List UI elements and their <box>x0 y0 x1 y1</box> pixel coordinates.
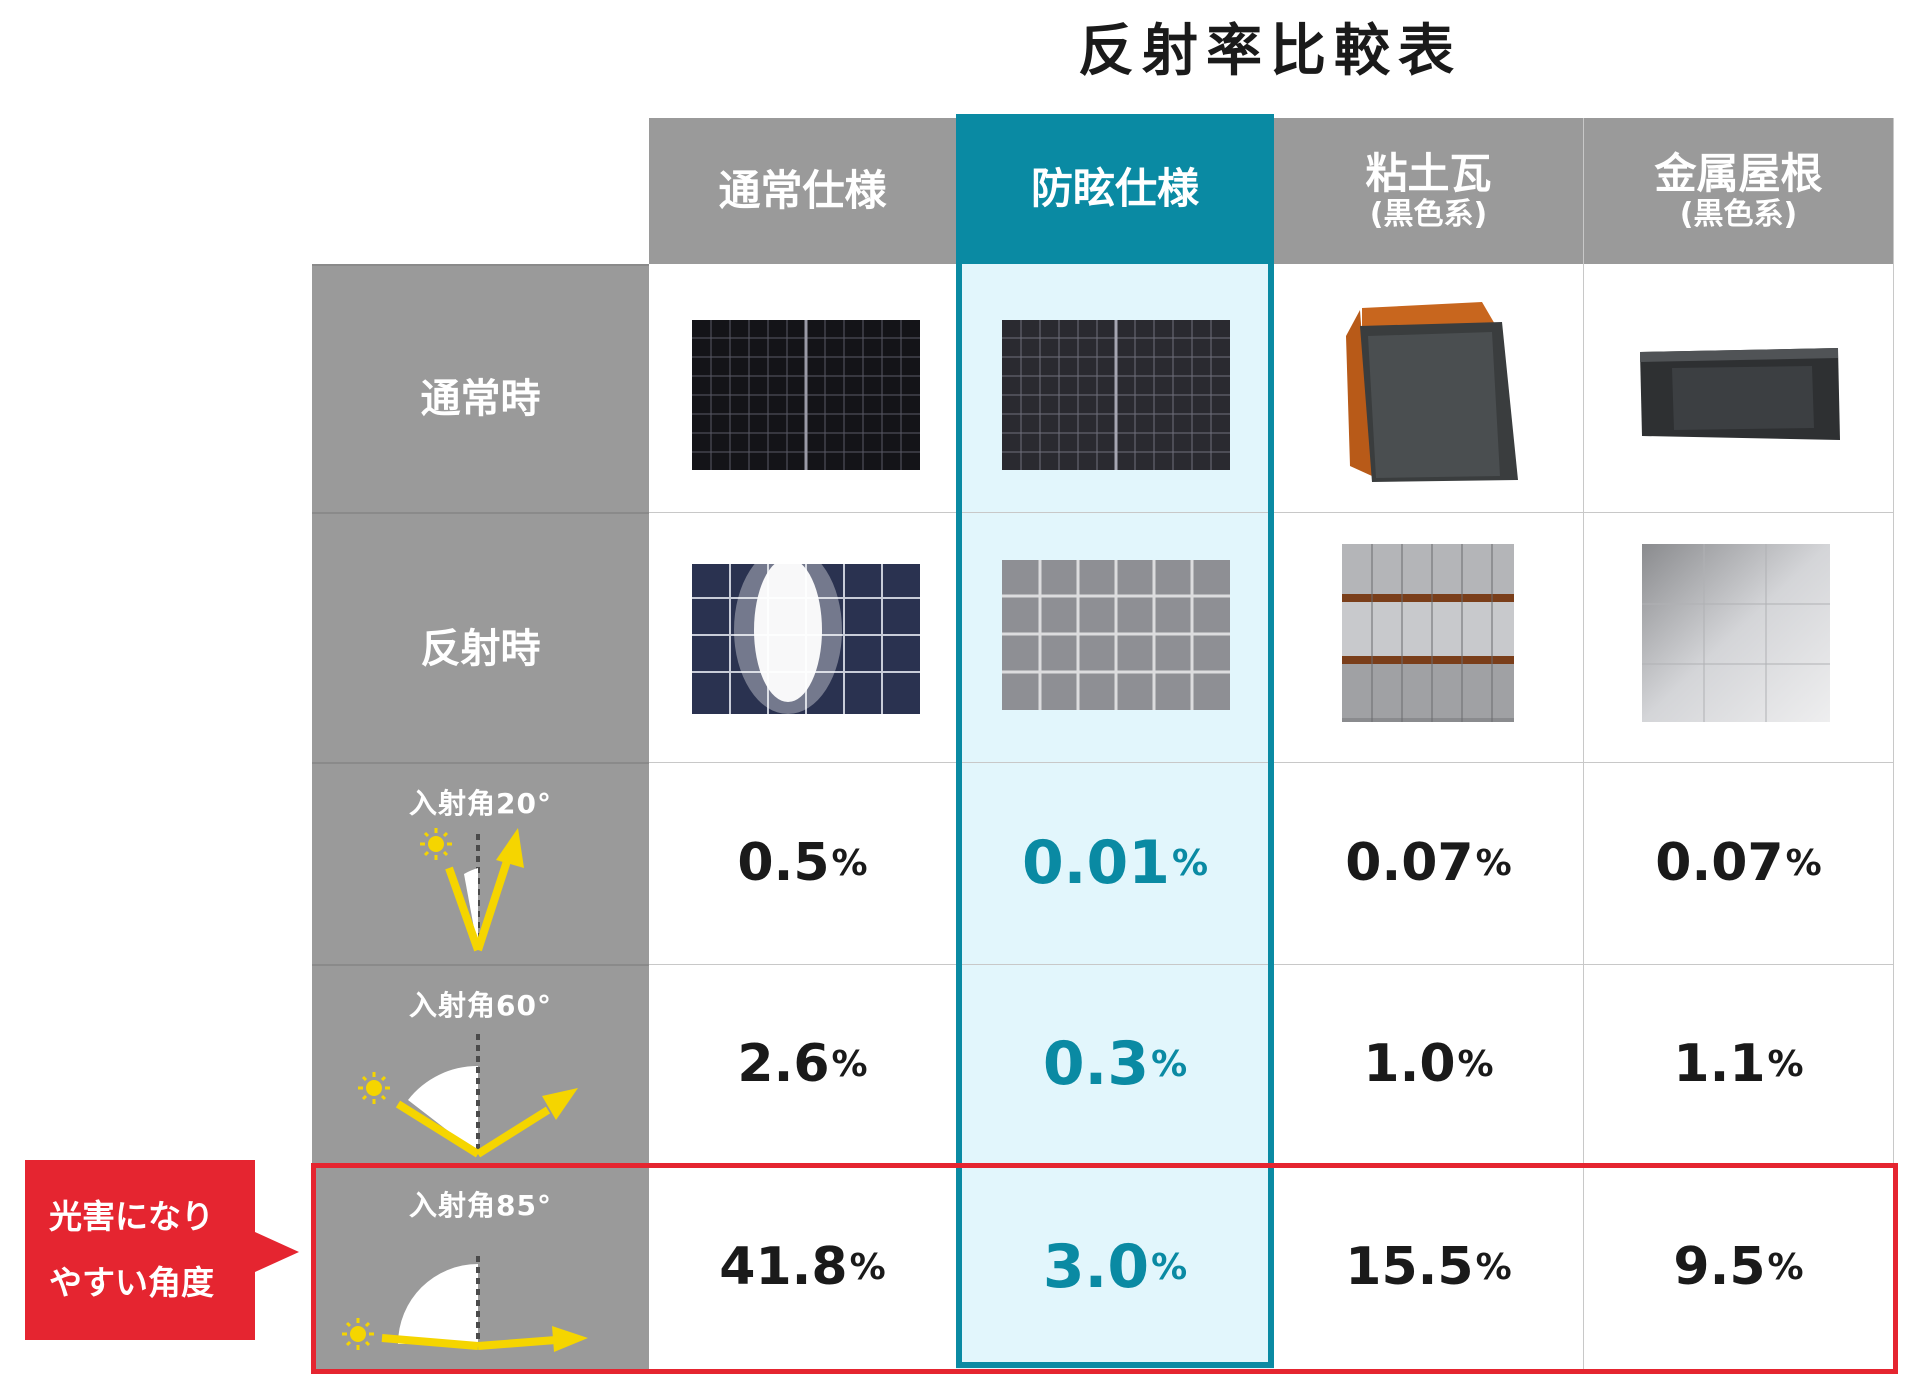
col-header-standard: 通常仕様 <box>649 118 956 264</box>
col-header-clay-tile: 粘土瓦 (黒色系) <box>1274 118 1583 264</box>
reflected-ray-arrow <box>496 828 524 868</box>
value-clay-tile-20: 0.07% <box>1345 833 1512 893</box>
angle-arc <box>408 1065 478 1154</box>
col-header-label: 金属屋根 <box>1654 149 1823 198</box>
clay-tile-normal-image <box>1346 302 1518 482</box>
row-header-angle-85: 入射角85° <box>312 1164 649 1370</box>
incident-ray-arrow <box>381 1334 479 1350</box>
col-header-label: 粘土瓦 <box>1365 149 1492 198</box>
panel-standard-reflect-image <box>692 560 920 714</box>
value-metal-roof-60: 1.1% <box>1673 1034 1804 1094</box>
value-metal-roof-20: 0.07% <box>1655 833 1822 893</box>
col-header-antiglare: 防眩仕様 <box>956 114 1274 264</box>
panel-standard-normal-image <box>692 320 920 470</box>
body-metal-roof <box>1583 264 1894 1370</box>
incident-ray-arrow <box>445 866 482 952</box>
metal-roof-normal-image <box>1640 348 1840 440</box>
value-standard-20: 0.5% <box>737 833 868 893</box>
col-header-sublabel: (黒色系) <box>1679 197 1798 232</box>
value-metal-roof-85: 9.5% <box>1673 1237 1804 1297</box>
value-standard-60: 2.6% <box>737 1034 868 1094</box>
col-header-label: 防眩仕様 <box>1030 164 1199 213</box>
row-header-normal: 通常時 <box>312 264 649 512</box>
clay-tile-reflect-image <box>1342 544 1514 722</box>
value-antiglare-20: 0.01% <box>1021 828 1209 898</box>
callout-line-2: やすい角度 <box>49 1263 214 1302</box>
col-header-sublabel: (黒色系) <box>1369 197 1488 232</box>
value-antiglare-60: 0.3% <box>1042 1029 1188 1099</box>
panel-antiglare-normal-image <box>1002 320 1230 470</box>
sun-icon <box>342 1318 374 1350</box>
value-antiglare-85: 3.0% <box>1042 1232 1188 1302</box>
sun-icon <box>420 828 452 860</box>
incident-ray-arrow <box>395 1100 481 1158</box>
angle-diagram-20 <box>420 828 524 952</box>
value-standard-85: 41.8% <box>719 1237 886 1297</box>
angle-arc <box>398 1264 478 1344</box>
angle-diagram-85 <box>342 1256 588 1352</box>
col-header-label: 通常仕様 <box>718 166 887 215</box>
metal-roof-reflect-image <box>1642 544 1830 722</box>
col-header-metal-roof: 金属屋根 (黒色系) <box>1583 118 1894 264</box>
callout-line-1: 光害になり <box>49 1197 214 1236</box>
light-pollution-callout: 光害になり やすい角度 <box>25 1160 255 1340</box>
angle-label: 入射角85° <box>409 1189 552 1222</box>
reflected-ray-arrow <box>552 1326 588 1352</box>
page-title: 反射率比較表 <box>1078 19 1462 84</box>
sun-icon <box>358 1072 390 1104</box>
row-header-label: 反射時 <box>420 626 541 672</box>
callout-pointer-icon <box>255 1232 299 1272</box>
angle-label: 入射角60° <box>409 989 552 1022</box>
panel-antiglare-reflect-image <box>1002 560 1230 710</box>
value-clay-tile-60: 1.0% <box>1363 1034 1494 1094</box>
reflected-ray-arrow <box>542 1088 578 1120</box>
row-header-label: 通常時 <box>420 376 541 422</box>
row-header-angle-20: 入射角20° <box>312 762 649 964</box>
value-clay-tile-85: 15.5% <box>1345 1237 1512 1297</box>
row-header-angle-60: 入射角60° <box>312 964 649 1164</box>
angle-diagram-60 <box>358 1034 578 1158</box>
row-header-reflect: 反射時 <box>312 512 649 762</box>
angle-label: 入射角20° <box>409 787 552 820</box>
